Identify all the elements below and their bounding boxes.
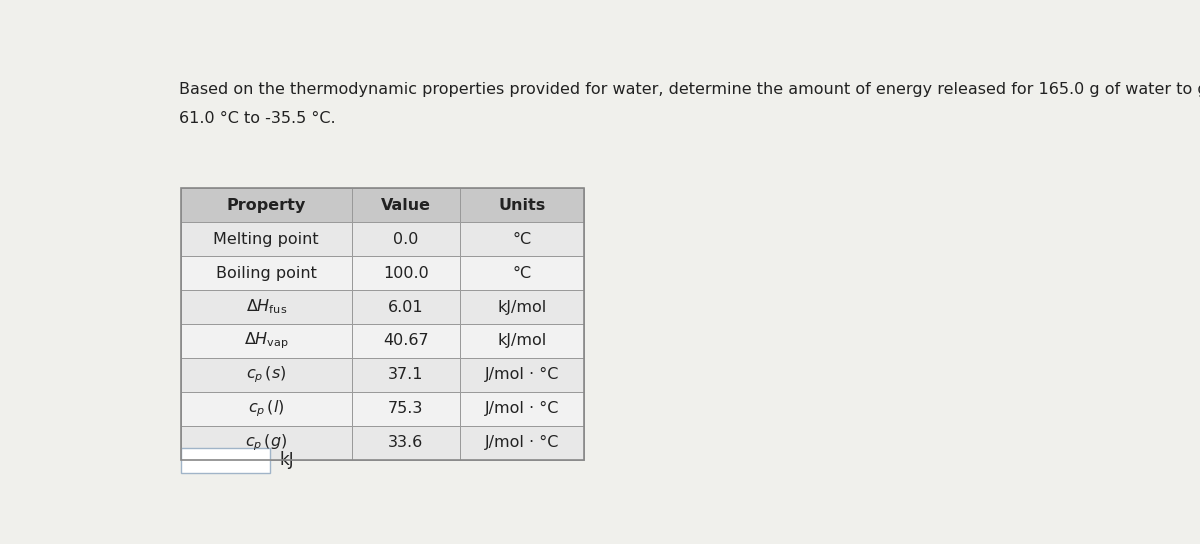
Bar [352,358,460,392]
Bar [460,222,584,256]
Text: J/mol · °C: J/mol · °C [485,367,559,382]
Bar [460,425,584,460]
Bar [352,222,460,256]
Bar [352,425,460,460]
Bar [460,324,584,358]
Text: Property: Property [227,198,306,213]
Text: °C: °C [512,232,532,247]
Text: 75.3: 75.3 [388,401,424,416]
Text: kJ/mol: kJ/mol [497,300,547,314]
Text: 0.0: 0.0 [394,232,419,247]
Text: 37.1: 37.1 [388,367,424,382]
Bar [460,392,584,425]
Text: Value: Value [380,198,431,213]
Text: J/mol · °C: J/mol · °C [485,435,559,450]
Bar [181,324,352,358]
Text: 61.0 °C to -35.5 °C.: 61.0 °C to -35.5 °C. [180,112,336,126]
Text: J/mol · °C: J/mol · °C [485,401,559,416]
Bar [352,256,460,290]
Text: 100.0: 100.0 [383,265,428,281]
Text: Boiling point: Boiling point [216,265,317,281]
Bar [352,324,460,358]
Bar [181,358,352,392]
Bar [460,358,584,392]
Text: 6.01: 6.01 [388,300,424,314]
Text: Melting point: Melting point [214,232,319,247]
Bar [181,425,352,460]
Text: Units: Units [498,198,546,213]
Text: kJ/mol: kJ/mol [497,333,547,349]
Bar [181,188,584,460]
Bar [181,448,270,473]
Text: 40.67: 40.67 [383,333,428,349]
Bar [181,392,352,425]
Bar [460,188,584,222]
Text: °C: °C [512,265,532,281]
Text: $c_p\,(l)$: $c_p\,(l)$ [248,398,284,419]
Text: $\Delta H_{\mathrm{vap}}$: $\Delta H_{\mathrm{vap}}$ [244,331,289,351]
Bar [181,188,352,222]
Bar [352,290,460,324]
Bar [181,290,352,324]
Bar [181,222,352,256]
Bar [181,256,352,290]
Bar [460,256,584,290]
Bar [352,188,460,222]
Text: 33.6: 33.6 [388,435,424,450]
Bar [352,392,460,425]
Bar [460,290,584,324]
Text: $c_p\,(s)$: $c_p\,(s)$ [246,364,287,385]
Text: kJ: kJ [280,452,294,469]
Text: Based on the thermodynamic properties provided for water, determine the amount o: Based on the thermodynamic properties pr… [180,82,1200,97]
Text: $\Delta H_{\mathrm{fus}}$: $\Delta H_{\mathrm{fus}}$ [246,298,287,317]
Text: $c_p\,(g)$: $c_p\,(g)$ [245,432,287,453]
